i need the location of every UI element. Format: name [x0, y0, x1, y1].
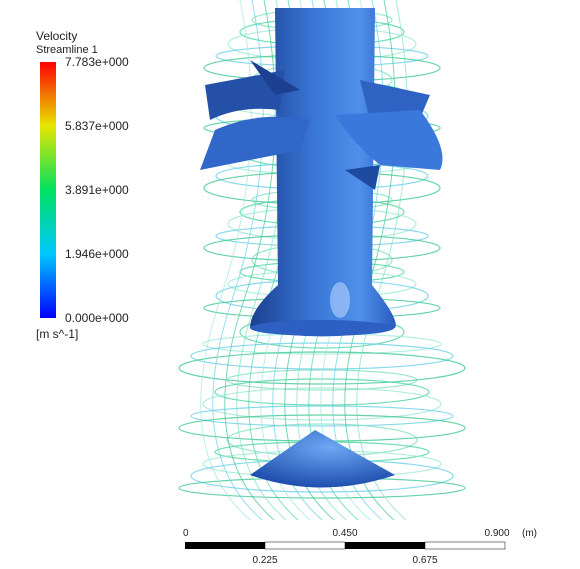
legend-label: 7.783e+000	[65, 55, 129, 69]
scale-segment	[345, 542, 425, 549]
highlight	[330, 282, 350, 318]
scale-label: 0.450	[332, 528, 357, 539]
legend-labels: 7.783e+000 5.837e+000 3.891e+000 1.946e+000…	[65, 55, 129, 325]
legend-title: Velocity	[36, 29, 77, 43]
legend-label: 5.837e+000	[65, 119, 129, 133]
color-bar	[40, 62, 56, 318]
scale-label: 0	[183, 528, 189, 539]
scale-label: 0.675	[412, 555, 437, 566]
scale-unit: (m)	[522, 528, 537, 539]
scale-segment	[265, 542, 345, 549]
scale-segment	[185, 542, 265, 549]
streamline	[203, 334, 441, 354]
legend-label: 1.946e+000	[65, 247, 129, 261]
legend-label: 0.000e+000	[65, 311, 129, 325]
legend-unit: [m s^-1]	[36, 327, 78, 341]
shaft-base	[250, 320, 394, 336]
scale-label: 0.900	[484, 528, 509, 539]
render: Velocity Streamline 1 7.783e+0005.837e+0…	[0, 0, 580, 569]
scale-label: 0.225	[252, 555, 277, 566]
legend-label: 3.891e+000	[65, 183, 129, 197]
page: Velocity Streamline 1 7.783e+0005.837e+0…	[0, 0, 580, 569]
bottom-cone	[250, 430, 395, 488]
scale-segment	[425, 542, 505, 549]
